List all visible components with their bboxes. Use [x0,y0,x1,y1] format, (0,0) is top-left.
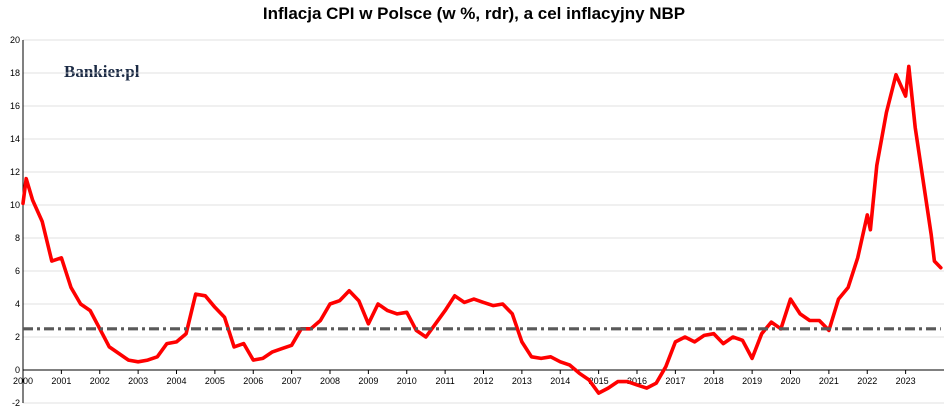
x-tick-label: 2014 [550,376,570,386]
x-tick-label: 2006 [243,376,263,386]
x-tick-label: 2001 [51,376,71,386]
x-tick-label: 2012 [473,376,493,386]
y-tick-label: 12 [10,167,20,177]
axis-layer: -2 0 2 4 6 8 10 12 14 16 18 20 2000 2001 2002 2003 2004 2… [10,35,916,408]
y-tick-label: 4 [15,299,20,309]
series-layer [21,64,943,395]
chart-title: Inflacja CPI w Polsce (w %, rdr), a cel … [262,4,686,23]
y-tick-label: 0 [15,365,20,375]
bankier-logo: Bankier.pl [64,62,140,81]
x-tick-label: 2018 [704,376,724,386]
y-tick-label: 20 [10,35,20,45]
x-tick-label: 2003 [128,376,148,386]
x-tick-label: 2010 [397,376,417,386]
x-tick-label: 2008 [320,376,340,386]
x-tick-label: 2021 [819,376,839,386]
x-tick-label: 2016 [627,376,647,386]
x-tick-label: 2007 [282,376,302,386]
y-tick-label: 8 [15,233,20,243]
x-tick-label: 2015 [589,376,609,386]
x-tick-label: 2019 [742,376,762,386]
cpi-inflation-line [21,64,943,395]
x-tick-label: 2005 [205,376,225,386]
y-tick-label: 6 [15,266,20,276]
x-tick-label: 2002 [90,376,110,386]
x-tick-label: 2004 [166,376,186,386]
y-tick-label: 18 [10,68,20,78]
y-tick-label: -2 [12,398,20,408]
y-tick-label: 14 [10,134,20,144]
x-tick-label: 2022 [857,376,877,386]
x-tick-label: 2013 [512,376,532,386]
y-tick-label: 16 [10,101,20,111]
x-tick-label: 2000 [13,376,33,386]
x-tick-label: 2023 [896,376,916,386]
x-tick-label: 2011 [435,376,454,386]
x-tick-label: 2020 [780,376,800,386]
x-tick-label: 2009 [358,376,378,386]
y-tick-label: 10 [10,200,20,210]
x-tick-label: 2017 [665,376,685,386]
y-tick-label: 2 [15,332,20,342]
